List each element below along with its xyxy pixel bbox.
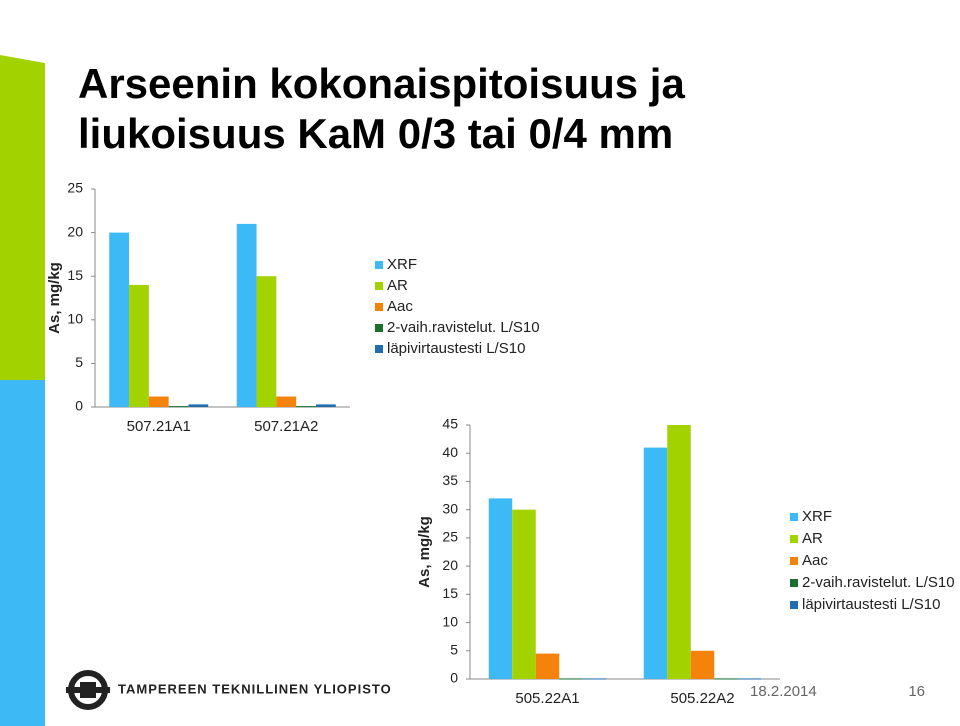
legend-label: 2-vaih.ravistelut. L/S10: [387, 319, 540, 336]
y-tick-label: 10: [67, 311, 83, 327]
bar: [667, 425, 691, 679]
y-tick-label: 5: [450, 641, 458, 657]
x-tick-label: 505.22A1: [515, 690, 579, 707]
decor-blue: [0, 380, 45, 726]
bar: [582, 678, 607, 680]
logo: [66, 670, 110, 710]
legend-swatch: [375, 261, 383, 269]
bar: [168, 406, 189, 408]
y-tick-label: 15: [442, 585, 458, 601]
y-tick-label: 0: [75, 398, 83, 414]
decor-green: [0, 55, 45, 380]
y-tick-label: 5: [75, 354, 83, 370]
y-tick-label: 20: [442, 557, 458, 573]
bar: [714, 678, 738, 680]
legend-label: AR: [802, 530, 823, 547]
legend-label: Aac: [802, 552, 828, 569]
logo-text: TAMPEREEN TEKNILLINEN YLIOPISTO: [118, 681, 392, 696]
y-tick-label: 15: [67, 267, 83, 283]
bar: [276, 396, 297, 407]
y-tick-label: 45: [442, 416, 458, 432]
y-tick-label: 25: [442, 529, 458, 545]
bar: [296, 406, 316, 408]
x-tick-label: 505.22A2: [670, 690, 734, 707]
y-axis-label: As, mg/kg: [46, 262, 63, 334]
legend-swatch: [375, 303, 383, 311]
bar: [256, 276, 277, 407]
legend-swatch: [790, 535, 798, 543]
title-line: Arseenin kokonaispitoisuus ja: [78, 60, 685, 107]
y-tick-label: 10: [442, 613, 458, 629]
date: 18.2.2014: [750, 683, 817, 700]
legend-swatch: [790, 579, 798, 587]
legend-swatch: [790, 601, 798, 609]
title-line: liukoisuus KaM 0/3 tai 0/4 mm: [78, 110, 673, 157]
bar: [488, 498, 513, 679]
bar: [188, 404, 209, 407]
legend-label: XRF: [802, 508, 832, 525]
bar: [148, 396, 169, 407]
bar: [512, 509, 536, 679]
legend-label: 2-vaih.ravistelut. L/S10: [802, 574, 955, 591]
bar: [109, 232, 130, 407]
bar: [315, 404, 336, 407]
x-tick-label: 507.21A1: [127, 418, 191, 435]
y-tick-label: 0: [450, 670, 458, 686]
legend-label: läpivirtaustesti L/S10: [802, 596, 940, 613]
legend-swatch: [375, 282, 383, 290]
bar: [737, 678, 762, 680]
y-axis-label: As, mg/kg: [416, 516, 433, 588]
bar: [535, 653, 560, 679]
bar: [643, 447, 668, 679]
legend-label: läpivirtaustesti L/S10: [387, 340, 525, 357]
legend-label: XRF: [387, 256, 417, 273]
y-tick-label: 25: [67, 180, 83, 196]
bar: [236, 223, 257, 407]
y-tick-label: 35: [442, 472, 458, 488]
legend-label: Aac: [387, 298, 413, 315]
bar: [690, 650, 715, 679]
page-number: 16: [908, 683, 925, 700]
legend-swatch: [375, 324, 383, 332]
y-tick-label: 20: [67, 223, 83, 239]
x-tick-label: 507.21A2: [254, 418, 318, 435]
legend-label: AR: [387, 277, 408, 294]
legend-swatch: [790, 513, 798, 521]
y-tick-label: 30: [442, 500, 458, 516]
y-tick-label: 40: [442, 444, 458, 460]
legend-swatch: [375, 345, 383, 353]
bar: [559, 678, 583, 680]
bar: [129, 284, 149, 407]
legend-swatch: [790, 557, 798, 565]
